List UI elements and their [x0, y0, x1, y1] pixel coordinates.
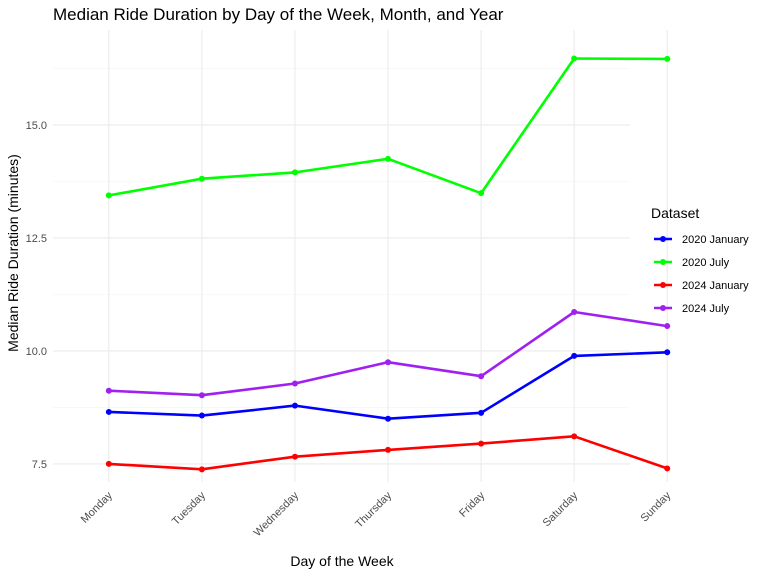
data-point: [198, 392, 205, 399]
legend-item: 2020 January: [654, 234, 749, 246]
y-axis-title: Median Ride Duration (minutes): [5, 154, 21, 352]
data-point: [664, 349, 671, 356]
data-point: [571, 309, 578, 316]
data-point: [478, 373, 485, 380]
grid: [53, 30, 668, 482]
x-tick-labels: Monday Tuesday Wednesday Thursday Friday Satu…: [79, 489, 674, 539]
legend-label: 2020 January: [682, 234, 749, 246]
x-axis-title: Day of the Week: [290, 553, 394, 569]
legend-label: 2024 July: [682, 303, 730, 315]
data-point: [105, 460, 112, 467]
legend-label: 2020 July: [682, 257, 730, 269]
data-point: [571, 55, 578, 62]
legend-key-point: [660, 259, 666, 265]
x-tick-label: Monday: [79, 489, 116, 526]
legend-key-point: [660, 305, 666, 311]
data-point: [291, 380, 298, 387]
data-point: [385, 155, 392, 162]
x-tick-label: Wednesday: [252, 489, 302, 539]
y-tick-label: 15.0: [26, 120, 47, 132]
series-2024-january: [105, 433, 671, 473]
data-point: [664, 55, 671, 62]
series-2024-july: [105, 309, 671, 399]
data-point: [198, 466, 205, 473]
data-point: [198, 412, 205, 419]
legend-item: 2020 July: [654, 257, 730, 269]
data-point: [105, 387, 112, 394]
series-2020-july: [105, 55, 671, 199]
data-point: [385, 359, 392, 366]
x-tick-label: Thursday: [353, 489, 394, 530]
data-point: [385, 415, 392, 422]
data-point: [385, 446, 392, 453]
legend-key-point: [660, 236, 666, 242]
series-2020-january: [105, 349, 671, 422]
legend-item: 2024 January: [654, 280, 749, 292]
data-point: [105, 408, 112, 415]
x-tick-label: Tuesday: [170, 489, 208, 527]
legend-label: 2024 January: [682, 280, 749, 292]
data-point: [198, 175, 205, 182]
data-point: [571, 352, 578, 359]
data-point: [664, 465, 671, 472]
data-point: [291, 169, 298, 176]
y-tick-label: 10.0: [26, 346, 47, 358]
data-point: [291, 402, 298, 409]
data-point: [664, 323, 671, 330]
x-tick-label: Sunday: [638, 489, 673, 524]
data-point: [571, 433, 578, 440]
data-point: [478, 409, 485, 416]
x-tick-label: Friday: [457, 489, 487, 519]
data-point: [105, 192, 112, 199]
legend-title: Dataset: [651, 205, 699, 221]
legend: Dataset 2020 January 2020 July 2024 Januar…: [651, 205, 749, 315]
legend-key-point: [660, 282, 666, 288]
x-tick-label: Saturday: [541, 489, 581, 529]
data-point: [478, 440, 485, 447]
legend-item: 2024 July: [654, 303, 730, 315]
y-tick-labels: 7.5 10.0 12.5 15.0: [26, 120, 47, 471]
data-point: [291, 453, 298, 460]
series-lines: [105, 55, 671, 473]
chart-title: Median Ride Duration by Day of the Week,…: [53, 5, 504, 24]
data-point: [478, 190, 485, 197]
y-tick-label: 7.5: [32, 459, 47, 471]
y-tick-label: 12.5: [26, 233, 47, 245]
